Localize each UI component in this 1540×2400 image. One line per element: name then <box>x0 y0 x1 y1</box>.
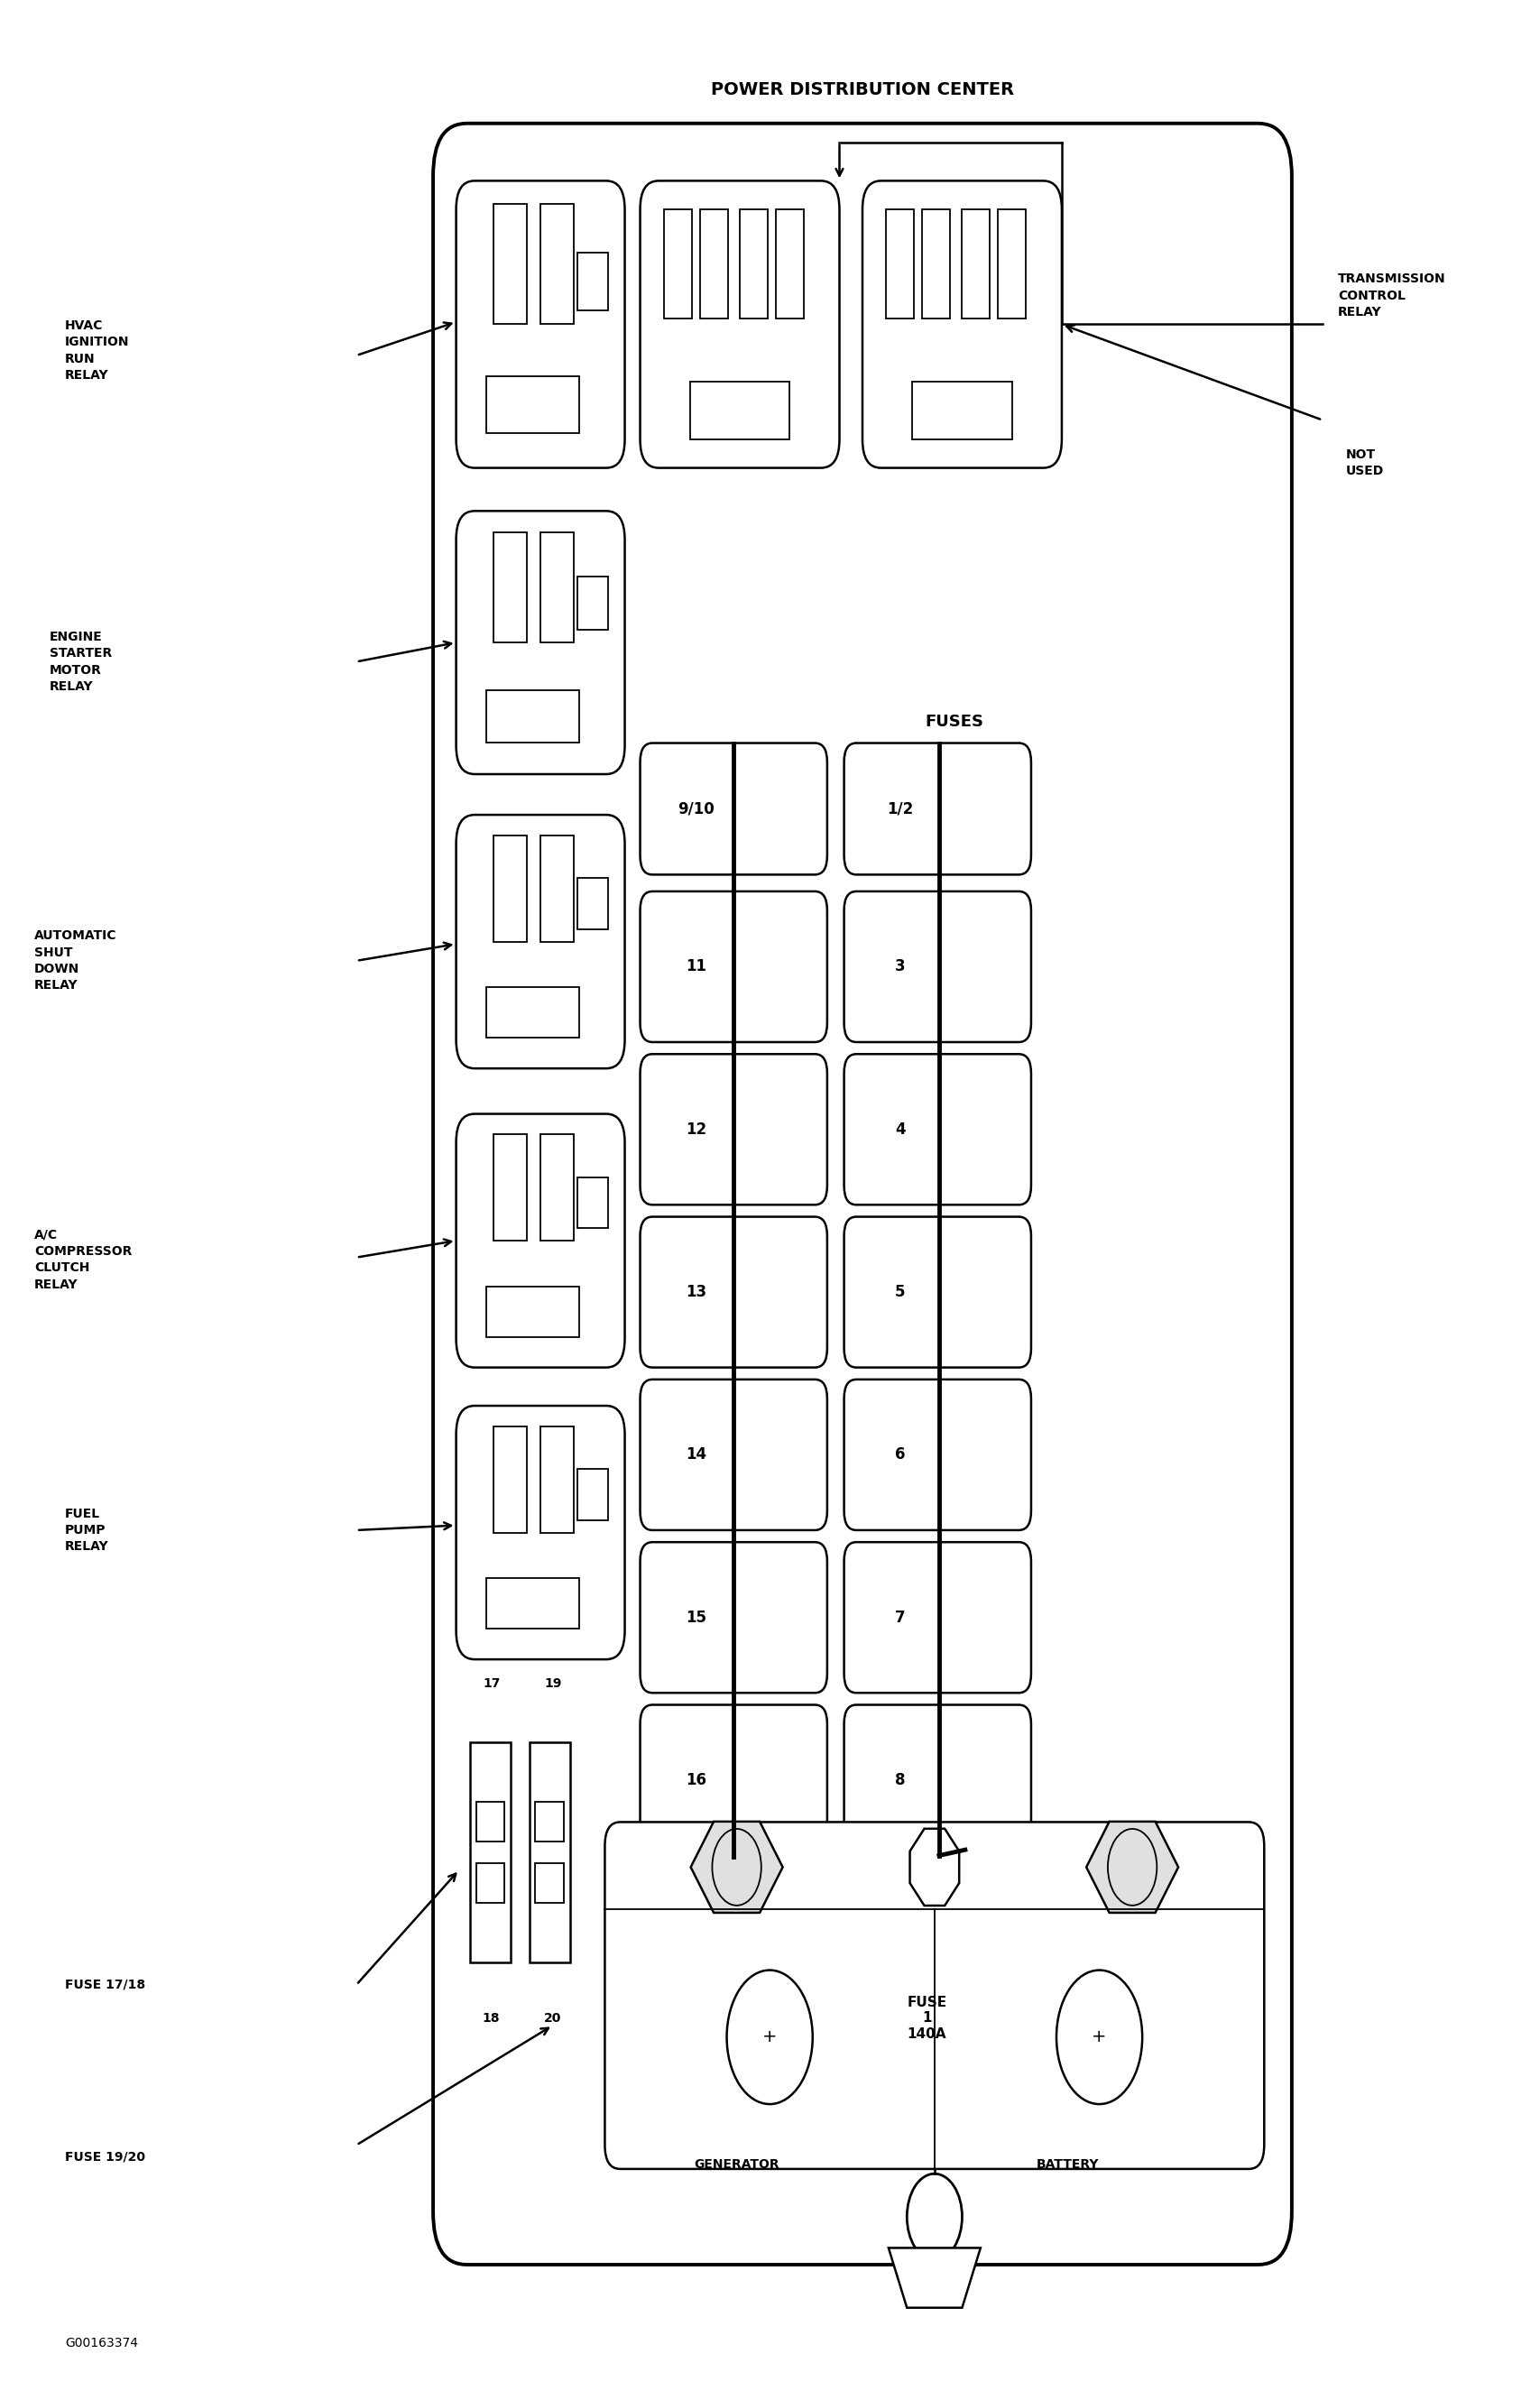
Bar <box>541 533 574 643</box>
FancyBboxPatch shape <box>639 1380 827 1531</box>
Text: 20: 20 <box>544 2011 561 2026</box>
Text: 13: 13 <box>685 1284 707 1301</box>
FancyBboxPatch shape <box>456 816 624 1068</box>
Text: HVAC
IGNITION
RUN
RELAY: HVAC IGNITION RUN RELAY <box>65 319 129 382</box>
Bar <box>998 209 1026 319</box>
FancyBboxPatch shape <box>639 1217 827 1368</box>
Bar <box>487 377 579 434</box>
Bar <box>530 1742 570 1963</box>
Bar <box>541 1426 574 1534</box>
Text: BATTERY: BATTERY <box>1036 2158 1098 2170</box>
FancyBboxPatch shape <box>844 744 1030 874</box>
Bar <box>664 209 691 319</box>
Text: FUSE 19/20: FUSE 19/20 <box>65 2150 145 2162</box>
Text: 8: 8 <box>895 1771 906 1788</box>
FancyBboxPatch shape <box>639 1054 827 1205</box>
Text: 12: 12 <box>685 1121 707 1138</box>
Text: 3: 3 <box>895 958 906 974</box>
Bar <box>578 1178 608 1229</box>
Bar <box>541 1135 574 1241</box>
Bar <box>534 1862 564 1903</box>
Text: ENGINE
STARTER
MOTOR
RELAY: ENGINE STARTER MOTOR RELAY <box>49 631 112 694</box>
Bar <box>493 1135 527 1241</box>
Text: +: + <box>762 2028 776 2045</box>
Text: 18: 18 <box>482 2011 501 2026</box>
Text: 7: 7 <box>895 1610 906 1625</box>
Bar <box>578 1469 608 1519</box>
Text: 14: 14 <box>685 1447 707 1464</box>
FancyBboxPatch shape <box>639 1543 827 1692</box>
Text: TRANSMISSION
CONTROL
RELAY: TRANSMISSION CONTROL RELAY <box>1337 274 1445 319</box>
FancyBboxPatch shape <box>844 1380 1030 1531</box>
Text: GENERATOR: GENERATOR <box>693 2158 779 2170</box>
FancyBboxPatch shape <box>639 180 839 468</box>
Bar <box>470 1742 510 1963</box>
Text: 4: 4 <box>895 1121 906 1138</box>
Text: AUTOMATIC
SHUT
DOWN
RELAY: AUTOMATIC SHUT DOWN RELAY <box>34 929 117 991</box>
Bar <box>578 252 608 310</box>
Bar <box>961 209 990 319</box>
FancyBboxPatch shape <box>456 1114 624 1368</box>
Bar <box>775 209 802 319</box>
Bar <box>476 1862 504 1903</box>
Bar <box>886 209 913 319</box>
FancyBboxPatch shape <box>456 511 624 775</box>
Text: POWER DISTRIBUTION CENTER: POWER DISTRIBUTION CENTER <box>710 82 1013 98</box>
FancyBboxPatch shape <box>433 122 1291 2266</box>
Bar <box>487 1579 579 1630</box>
Bar <box>487 1286 579 1337</box>
FancyBboxPatch shape <box>844 1054 1030 1205</box>
FancyBboxPatch shape <box>639 890 827 1042</box>
Text: FUSE 17/18: FUSE 17/18 <box>65 1978 145 1992</box>
Text: A/C
COMPRESSOR
CLUTCH
RELAY: A/C COMPRESSOR CLUTCH RELAY <box>34 1229 132 1291</box>
FancyBboxPatch shape <box>844 1217 1030 1368</box>
Text: 5: 5 <box>895 1284 906 1301</box>
Bar <box>912 382 1012 439</box>
Bar <box>578 576 608 629</box>
Bar <box>534 1802 564 1841</box>
FancyBboxPatch shape <box>456 1406 624 1658</box>
Bar <box>578 878 608 929</box>
Text: G00163374: G00163374 <box>65 2338 139 2350</box>
Bar <box>690 382 788 439</box>
Bar <box>487 689 579 742</box>
Text: 17: 17 <box>482 1678 501 1690</box>
FancyBboxPatch shape <box>862 180 1061 468</box>
FancyBboxPatch shape <box>844 1704 1030 1855</box>
Bar <box>493 835 527 941</box>
FancyBboxPatch shape <box>844 1543 1030 1692</box>
Bar <box>541 204 574 324</box>
Polygon shape <box>1086 1822 1178 1913</box>
Text: 19: 19 <box>544 1678 561 1690</box>
FancyBboxPatch shape <box>605 1822 1263 2170</box>
Text: 15: 15 <box>685 1610 707 1625</box>
Text: FUEL
PUMP
RELAY: FUEL PUMP RELAY <box>65 1507 109 1553</box>
Text: 16: 16 <box>685 1771 707 1788</box>
Text: FUSES: FUSES <box>924 713 983 730</box>
Bar <box>739 209 767 319</box>
Bar <box>699 209 727 319</box>
Bar <box>476 1802 504 1841</box>
Text: 11: 11 <box>685 958 707 974</box>
Bar <box>922 209 950 319</box>
Bar <box>493 533 527 643</box>
Bar <box>493 204 527 324</box>
Polygon shape <box>690 1822 782 1913</box>
Text: FUSE
1
140A: FUSE 1 140A <box>907 1997 946 2040</box>
Bar <box>541 835 574 941</box>
Text: NOT
USED: NOT USED <box>1344 449 1383 478</box>
Text: 6: 6 <box>895 1447 906 1464</box>
Bar <box>487 986 579 1037</box>
FancyBboxPatch shape <box>639 1704 827 1855</box>
FancyBboxPatch shape <box>456 180 624 468</box>
Polygon shape <box>889 2249 979 2309</box>
Polygon shape <box>909 1829 958 1906</box>
Text: 1/2: 1/2 <box>887 802 913 816</box>
FancyBboxPatch shape <box>639 744 827 874</box>
FancyBboxPatch shape <box>844 890 1030 1042</box>
Text: +: + <box>1092 2028 1106 2045</box>
Bar <box>493 1426 527 1534</box>
Text: 9/10: 9/10 <box>678 802 715 816</box>
